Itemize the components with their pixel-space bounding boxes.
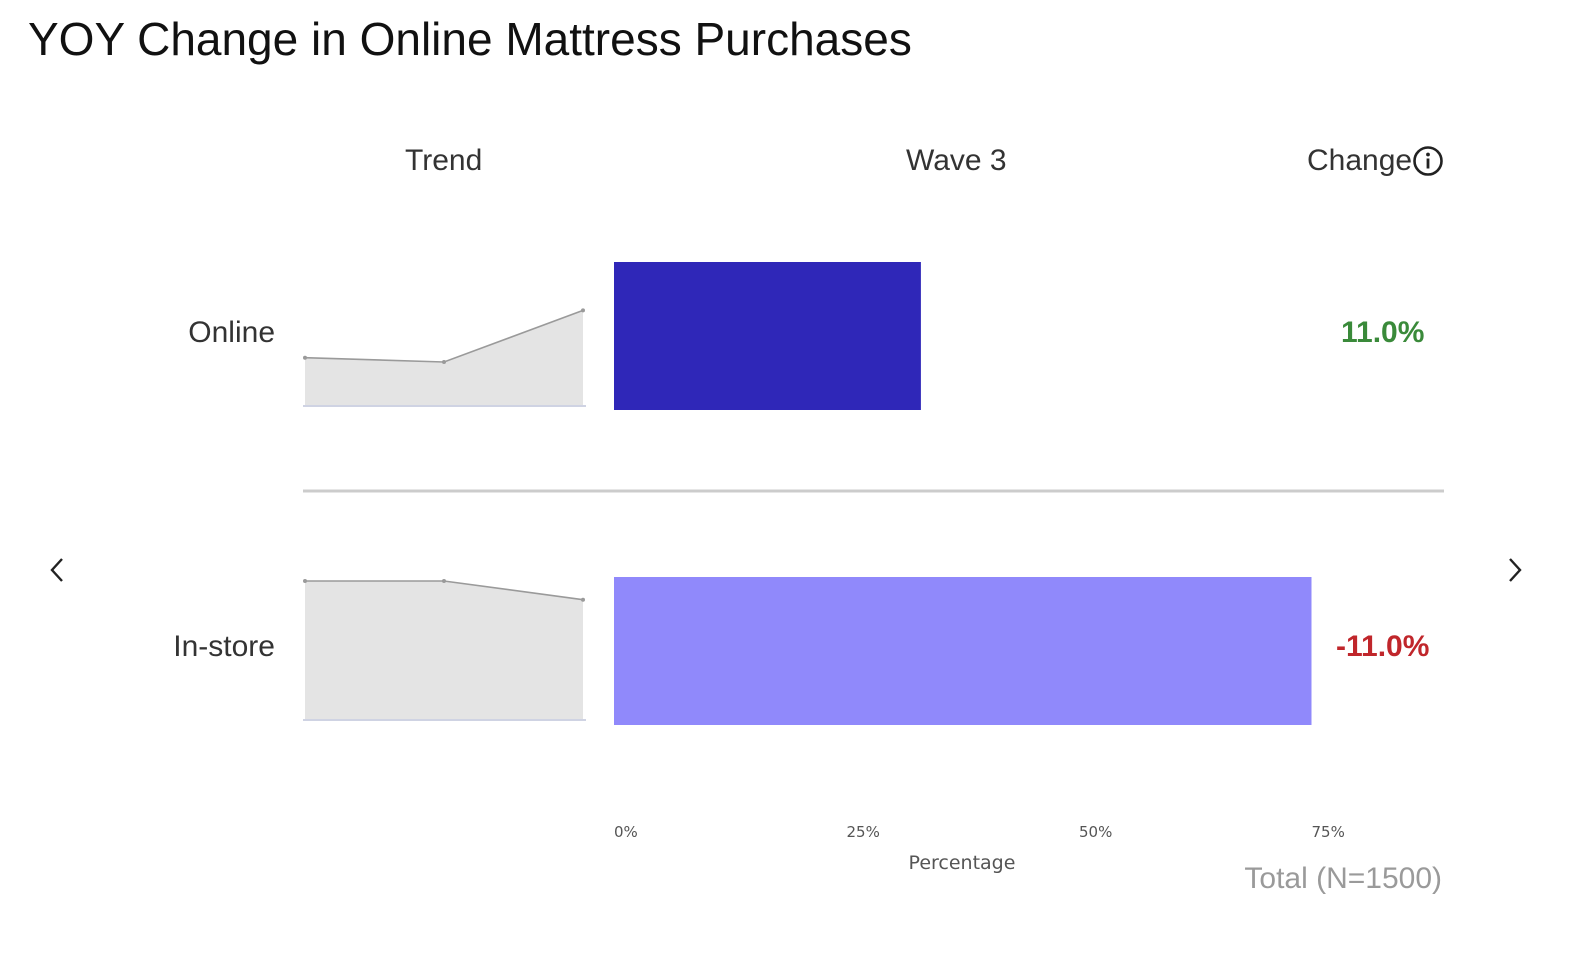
change-value-in-store: -11.0% [1336,630,1430,663]
change-column-header: Change [1307,144,1413,177]
trend-point [581,597,585,602]
bar-in-store [614,577,1312,725]
trend-line-online [304,309,584,363]
x-axis-label: Percentage [909,852,1016,874]
total-sample-size: Total (N=1500) [1244,862,1442,895]
x-tick-label: 0% [614,823,638,841]
x-tick-label: 25% [847,823,880,841]
trend-point [303,355,307,360]
x-tick-label: 50% [1079,823,1112,841]
x-tick-label: 75% [1312,823,1345,841]
wave-column-header: Wave 3 [906,144,1007,177]
bar-online [614,262,921,410]
info-icon[interactable] [1412,145,1444,177]
trend-area-in-store [305,581,583,720]
trend-point [442,360,446,364]
trend-point [581,308,585,313]
previous-arrow-icon[interactable] [42,555,72,585]
change-value-online: 11.0% [1341,316,1425,349]
chart-title: YOY Change in Online Mattress Purchases [28,13,912,65]
row-label-online: Online [188,316,275,349]
trend-column-header: Trend [405,144,483,177]
trend-point [303,579,307,583]
trend-point [442,579,446,583]
row-label-in-store: In-store [173,630,275,663]
trend-area-online [305,310,583,406]
next-arrow-icon[interactable] [1500,555,1530,585]
trend-line-in-store [305,580,584,601]
